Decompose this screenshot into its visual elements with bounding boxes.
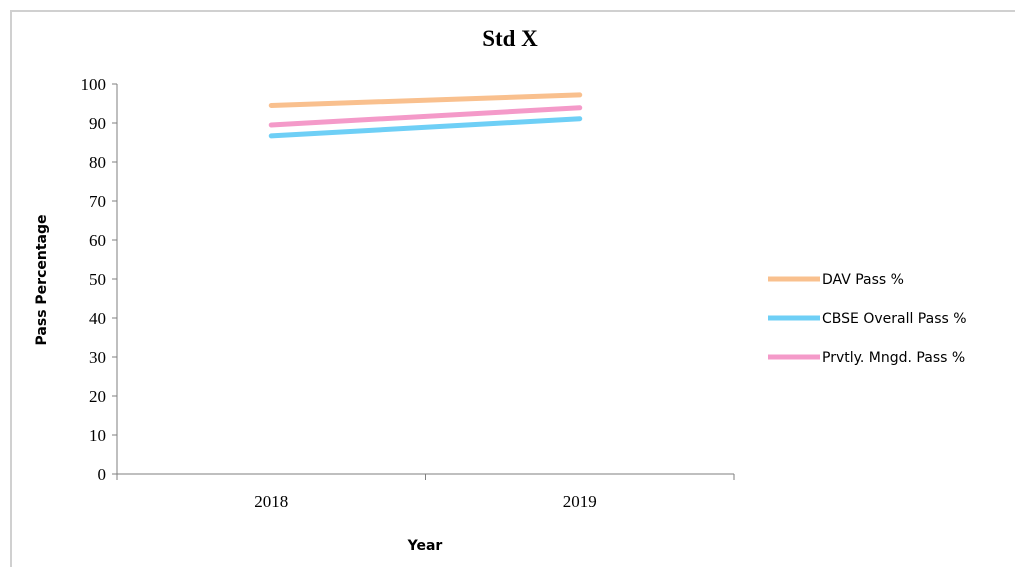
legend: DAV Pass % CBSE Overall Pass % Prvtly. Mng… — [768, 272, 967, 366]
axes — [116, 84, 734, 475]
series-line-1 — [268, 92, 583, 108]
y-tick-label: 10 — [89, 426, 106, 445]
y-axis-title: Pass Percentage — [34, 215, 50, 346]
x-tick-label: 2019 — [563, 492, 597, 511]
y-tick-label: 50 — [89, 270, 106, 289]
chart-title: Std X — [482, 26, 538, 51]
y-tick-label: 100 — [81, 75, 107, 94]
legend-label-2: CBSE Overall Pass % — [822, 311, 967, 327]
y-tick-label: 0 — [98, 465, 107, 484]
y-tick-label: 20 — [89, 387, 106, 406]
series-line-2 — [268, 116, 583, 139]
y-tick-label: 60 — [89, 231, 106, 250]
series-line-3 — [268, 105, 583, 128]
y-axis-ticks: 0 10 20 30 40 50 60 70 80 90 100 — [81, 75, 117, 484]
x-axis-title: Year — [407, 538, 443, 554]
y-tick-label: 80 — [89, 153, 106, 172]
legend-label-3: Prvtly. Mngd. Pass % — [822, 350, 965, 366]
y-tick-label: 70 — [89, 192, 106, 211]
y-tick-label: 40 — [89, 309, 106, 328]
x-axis-ticks: 2018 2019 — [116, 474, 735, 511]
legend-label-1: DAV Pass % — [822, 272, 904, 288]
y-tick-label: 30 — [89, 348, 106, 367]
y-tick-label: 90 — [89, 114, 106, 133]
x-tick-label: 2018 — [254, 492, 288, 511]
series-lines — [268, 92, 583, 139]
